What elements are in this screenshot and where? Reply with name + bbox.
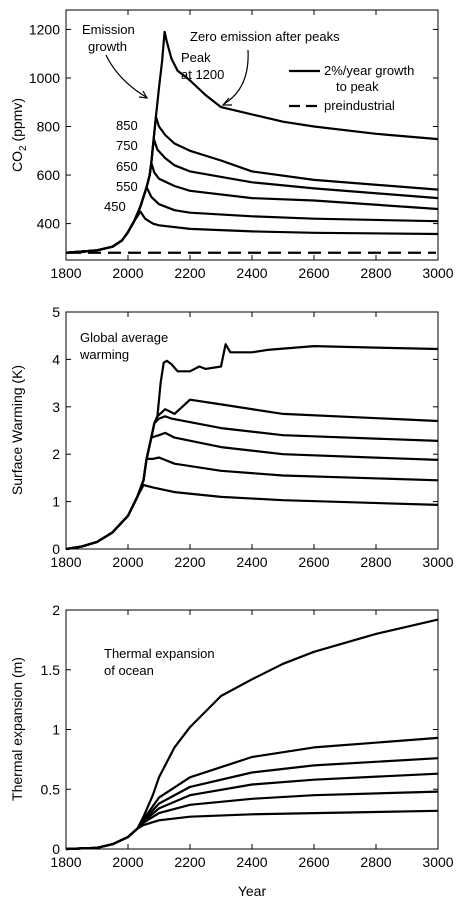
thermal-expansion-panel: 1800 2000 2200 2400 2600 2800 3000 0 0.5 1 1.5 2 T… bbox=[9, 602, 454, 899]
thermal-x-tick-label: 3000 bbox=[422, 854, 453, 870]
warming-panel: 1800 2000 2200 2400 2600 2800 3000 0 1 2 3 4 5 Surf… bbox=[9, 304, 454, 570]
level-label-750: 750 bbox=[116, 138, 138, 153]
thermal-title-line2: of ocean bbox=[104, 663, 154, 678]
thermal-x-tick-label: 2600 bbox=[298, 854, 329, 870]
emission-growth-arrowhead bbox=[138, 90, 149, 99]
warming-series-line-4 bbox=[65, 415, 439, 551]
warming-series-line-3 bbox=[65, 431, 439, 551]
zero-emission-arrowhead bbox=[221, 97, 232, 106]
thermal-y-tick-label: 1 bbox=[52, 722, 60, 738]
warming-series-line-5 bbox=[65, 398, 439, 551]
warming-x-tick-label: 1800 bbox=[50, 554, 81, 570]
warming-y-tick-label: 1 bbox=[52, 494, 60, 510]
thermal-y-tick-label: 2 bbox=[52, 602, 60, 618]
warming-x-tick-label: 2600 bbox=[298, 554, 329, 570]
legend-solid-label-line1: 2%/year growth bbox=[324, 63, 414, 78]
co2-y-tick-label: 1200 bbox=[29, 21, 60, 37]
warming-y-ticks: 0 1 2 3 4 5 bbox=[52, 304, 438, 557]
co2-y-tick-label: 600 bbox=[37, 167, 61, 183]
warming-y-tick-label: 2 bbox=[52, 446, 60, 462]
warming-x-tick-label: 2400 bbox=[236, 554, 267, 570]
thermal-x-tick-label: 2200 bbox=[174, 854, 205, 870]
warming-x-tick-label: 2200 bbox=[174, 554, 205, 570]
co2-y-ticks: 400 600 800 1000 1200 bbox=[29, 21, 438, 232]
co2-y-tick-label: 400 bbox=[37, 216, 61, 232]
co2-y-tick-label: 800 bbox=[37, 119, 61, 135]
warming-x-tick-label: 2000 bbox=[112, 554, 143, 570]
warming-x-tick-label: 2800 bbox=[360, 554, 391, 570]
thermal-series-group bbox=[65, 618, 439, 851]
thermal-x-tick-label: 2800 bbox=[360, 854, 391, 870]
warming-series-line-1 bbox=[65, 483, 439, 551]
warming-y-axis-label: Surface Warming (K) bbox=[9, 365, 25, 495]
co2-series-line-6 bbox=[65, 30, 439, 254]
warming-y-tick-label: 5 bbox=[52, 304, 60, 320]
co2-x-tick-label: 1800 bbox=[50, 265, 81, 281]
x-axis-label-year: Year bbox=[238, 883, 267, 899]
co2-y-axis-label: CO2 (ppmv) bbox=[9, 98, 29, 172]
legend-solid-label-line2: to peak bbox=[336, 79, 379, 94]
co2-legend: 2%/year growth to peak preindustrial bbox=[289, 63, 414, 113]
level-label-550: 550 bbox=[116, 179, 138, 194]
co2-x-ticks: 1800 2000 2200 2400 2600 2800 3000 bbox=[50, 10, 454, 281]
emission-growth-arrow bbox=[105, 54, 147, 98]
co2-x-tick-label: 2800 bbox=[360, 265, 391, 281]
emission-growth-label-line2: growth bbox=[88, 39, 127, 54]
warming-x-tick-label: 3000 bbox=[422, 554, 453, 570]
level-label-450: 450 bbox=[104, 199, 126, 214]
thermal-x-tick-label: 1800 bbox=[50, 854, 81, 870]
warming-series-group bbox=[65, 343, 439, 551]
thermal-series-line-1 bbox=[65, 809, 439, 851]
warming-y-tick-label: 4 bbox=[52, 351, 60, 367]
thermal-y-tick-label: 1.5 bbox=[41, 662, 61, 678]
thermal-x-ticks: 1800 2000 2200 2400 2600 2800 3000 bbox=[50, 610, 454, 870]
co2-x-tick-label: 2200 bbox=[174, 265, 205, 281]
warming-title-line1: Global average bbox=[80, 330, 168, 345]
co2-x-tick-label: 3000 bbox=[422, 265, 453, 281]
co2-x-tick-label: 2600 bbox=[298, 265, 329, 281]
co2-series-line-4 bbox=[65, 137, 439, 254]
thermal-y-tick-label: 0.5 bbox=[41, 781, 61, 797]
co2-series-group bbox=[65, 30, 439, 254]
co2-y-tick-label: 1000 bbox=[29, 70, 60, 86]
emission-growth-label-line1: Emission bbox=[82, 22, 135, 37]
co2-x-tick-label: 2400 bbox=[236, 265, 267, 281]
co2-series-line-1 bbox=[65, 210, 439, 254]
warming-y-tick-label: 3 bbox=[52, 399, 60, 415]
level-label-850: 850 bbox=[116, 118, 138, 133]
thermal-series-line-6 bbox=[65, 618, 439, 851]
co2-panel: 1800 2000 2200 2400 2600 2800 3000 400 600 800 10… bbox=[9, 9, 454, 281]
thermal-x-tick-label: 2400 bbox=[236, 854, 267, 870]
warming-series-line-6 bbox=[65, 343, 439, 551]
legend-dashed-label: preindustrial bbox=[324, 98, 395, 113]
peak-label-line2: at 1200 bbox=[181, 67, 224, 82]
thermal-series-line-4 bbox=[65, 757, 439, 851]
warming-y-tick-label: 0 bbox=[52, 541, 60, 557]
thermal-title-line1: Thermal expansion bbox=[104, 646, 215, 661]
thermal-y-tick-label: 0 bbox=[52, 841, 60, 857]
thermal-y-axis-label: Thermal expansion (m) bbox=[9, 657, 25, 801]
warming-x-ticks: 1800 2000 2200 2400 2600 2800 3000 bbox=[50, 312, 454, 570]
zero-emission-arrow bbox=[223, 49, 249, 105]
warming-title-line2: warming bbox=[79, 347, 129, 362]
zero-emission-label: Zero emission after peaks bbox=[190, 29, 340, 44]
thermal-y-ticks: 0 0.5 1 1.5 2 bbox=[41, 602, 438, 857]
thermal-x-tick-label: 2000 bbox=[112, 854, 143, 870]
peak-label-line1: Peak bbox=[181, 50, 211, 65]
level-label-650: 650 bbox=[116, 159, 138, 174]
co2-x-tick-label: 2000 bbox=[112, 265, 143, 281]
